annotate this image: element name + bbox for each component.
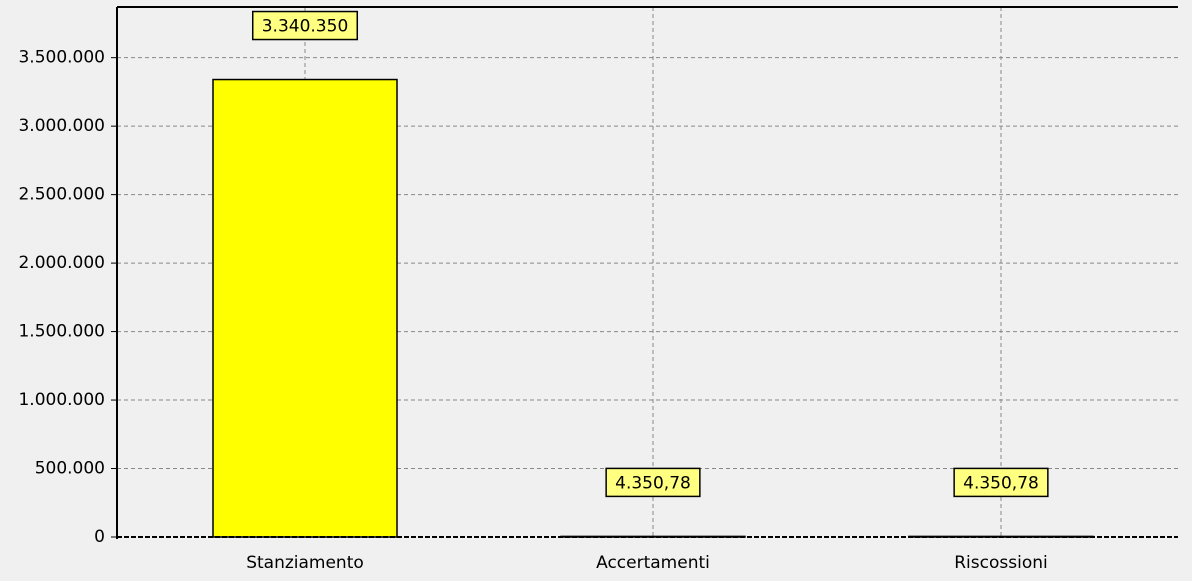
value-label: 4.350,78 (615, 473, 691, 493)
y-tick-label: 2.500.000 (18, 185, 105, 205)
value-label-box (953, 467, 1049, 498)
y-tick-label: 1.500.000 (18, 322, 105, 342)
y-tick-label: 0 (94, 527, 105, 547)
y-tick-label: 2.000.000 (18, 253, 105, 273)
x-tick-label: Stanziamento (246, 553, 364, 573)
value-label: 3.340.350 (262, 17, 349, 37)
x-tick-label: Riscossioni (954, 553, 1047, 573)
value-label-box (605, 467, 701, 498)
y-tick-label: 3.000.000 (18, 116, 105, 136)
y-tick-label: 500.000 (35, 459, 105, 479)
x-tick-label: Accertamenti (596, 553, 710, 573)
y-tick-label: 3.500.000 (18, 48, 105, 68)
y-tick-label: 1.000.000 (18, 390, 105, 410)
bar (212, 78, 398, 538)
value-label-box (251, 10, 359, 41)
value-label: 4.350,78 (963, 473, 1039, 493)
